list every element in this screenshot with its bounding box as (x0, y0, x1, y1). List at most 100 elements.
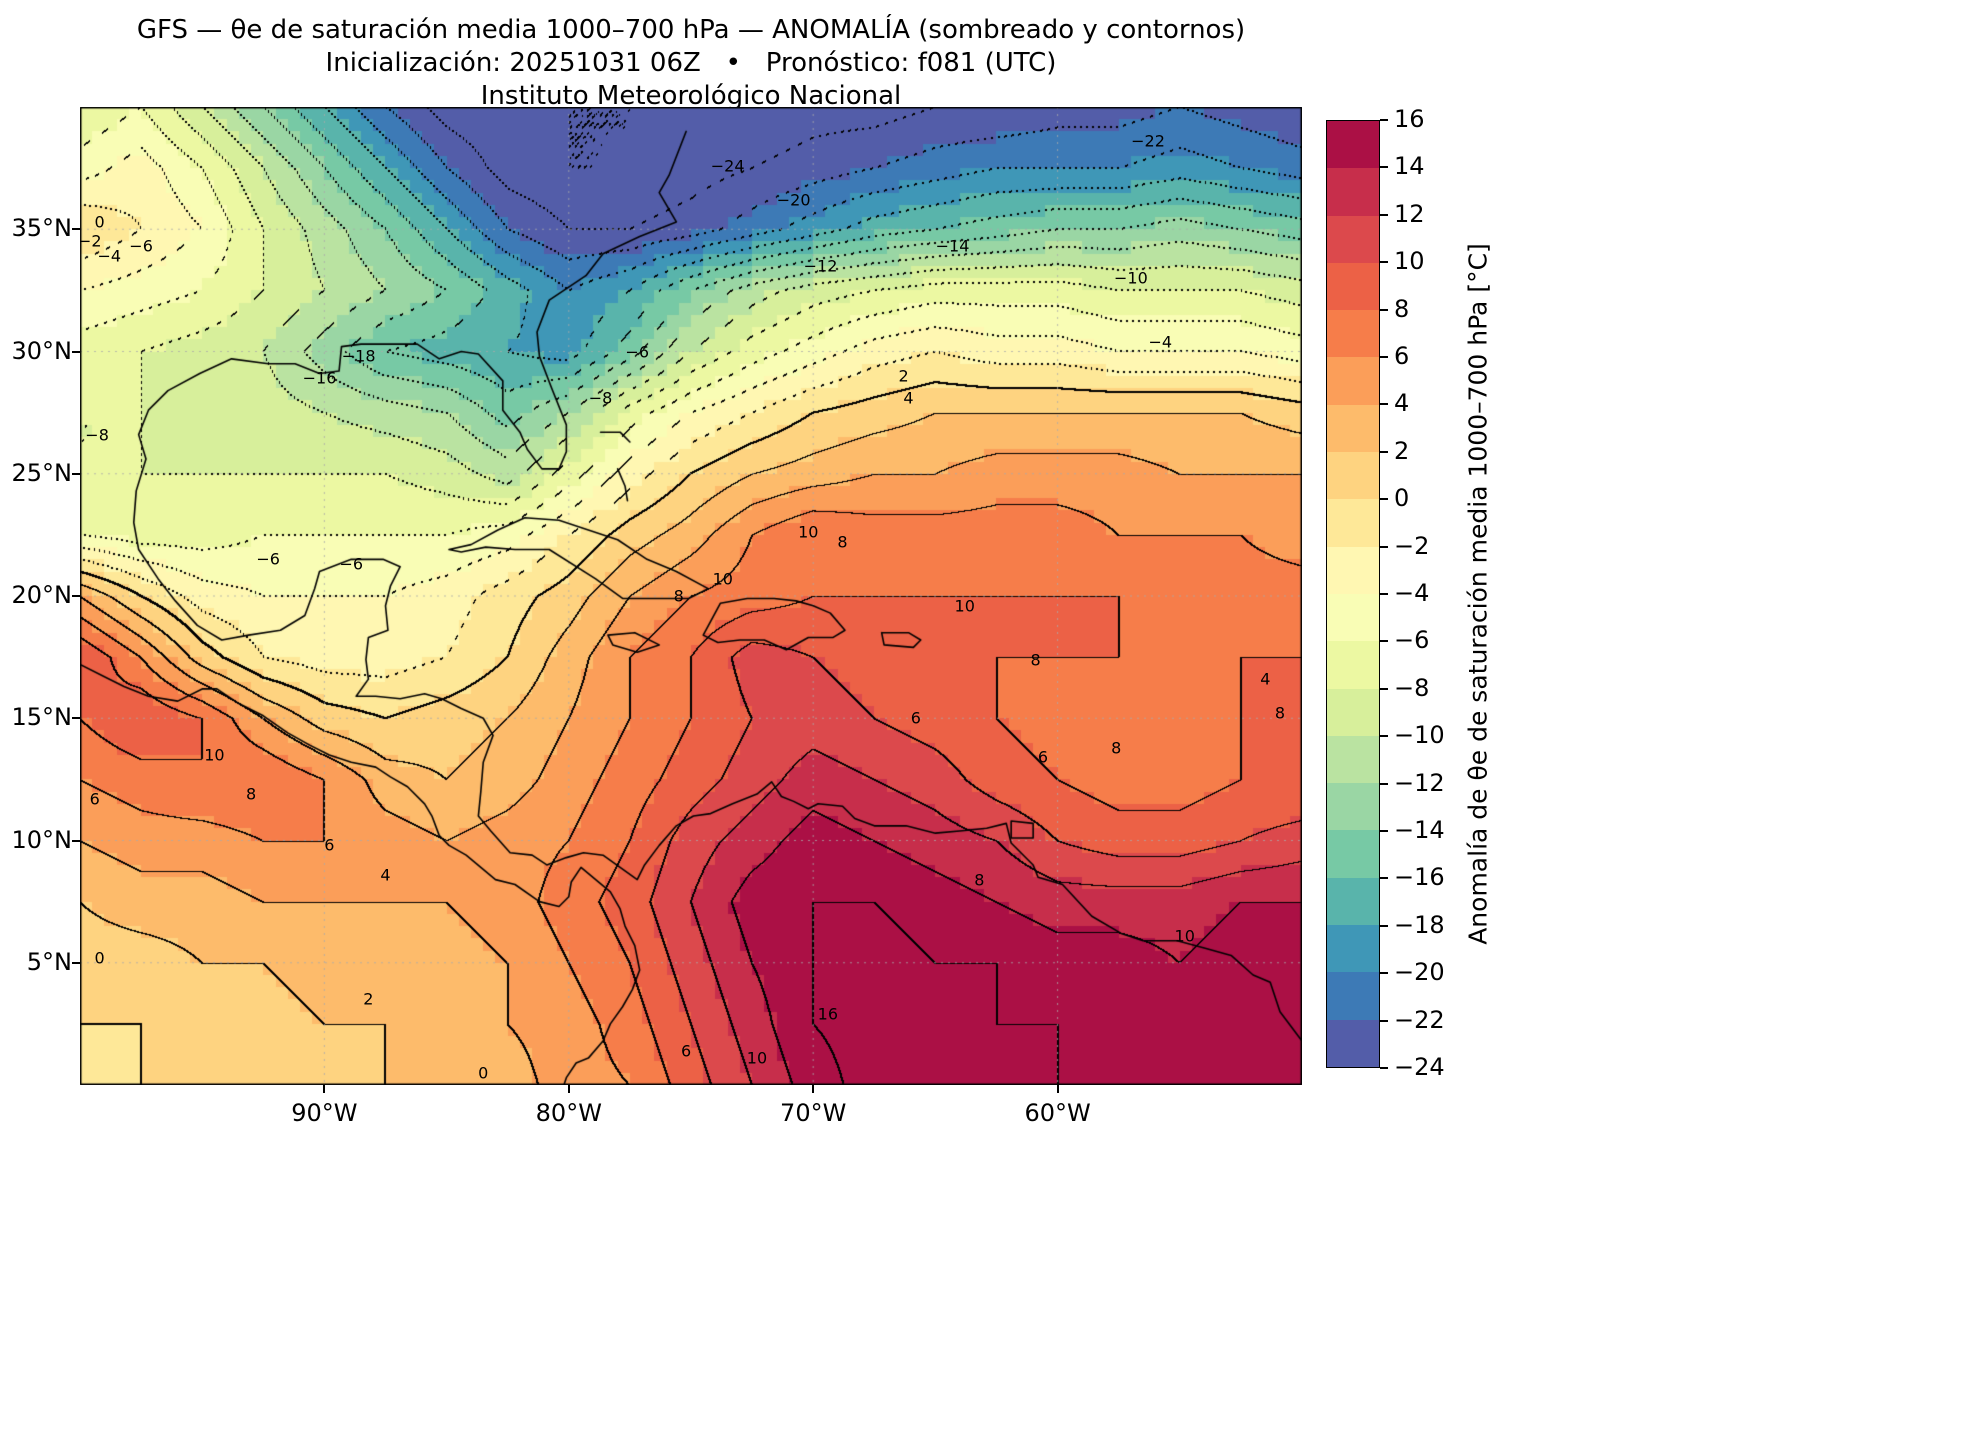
colorbar-segment (1327, 499, 1379, 547)
contour-label: 10 (1174, 926, 1195, 946)
contour-label: −2 (80, 231, 102, 251)
colorbar-tick-label: 6 (1394, 342, 1410, 370)
colorbar-tick-label: 8 (1394, 294, 1410, 323)
contour-label: 10 (954, 596, 975, 616)
chart-subtitle: Inicialización: 20251031 06Z • Pronóstic… (325, 48, 1057, 78)
colorbar-tick-label: −4 (1394, 579, 1430, 607)
colorbar-tick-label: −8 (1394, 673, 1430, 702)
x-tick-label: 90°W (291, 1099, 358, 1127)
contour-label: 10 (204, 745, 225, 765)
contour-label: 8 (673, 586, 684, 606)
y-tick-label: 30°N (11, 336, 73, 365)
colorbar-tick-label: −16 (1394, 863, 1445, 892)
contour-label: −8 (85, 425, 109, 445)
y-tickmark (72, 595, 80, 597)
colorbar-segment (1327, 688, 1379, 736)
colorbar-segment (1327, 641, 1379, 689)
colorbar-tick-label: −6 (1394, 626, 1430, 655)
map-plot-area: −24 −20 −22 −14 −12 −10 −4 −6 −8 −18 −16 −8 0 −2 −4 −6−… (80, 107, 1302, 1085)
contour-label: 6 (681, 1041, 692, 1061)
contour-label: 0 (94, 948, 105, 968)
colorbar-segment (1327, 783, 1379, 831)
contour-label: −14 (935, 236, 970, 256)
contour-label: 8 (1111, 738, 1122, 758)
colorbar-tickmark (1380, 1019, 1388, 1022)
colorbar-segment (1327, 735, 1379, 784)
figure-header: GFS — θe de saturación media 1000–700 hP… (80, 14, 1302, 113)
x-tickmark (567, 1085, 570, 1093)
y-tick-label: 20°N (11, 581, 73, 609)
colorbar-tickmark (1380, 1067, 1388, 1069)
y-tick-label: 5°N (26, 947, 72, 976)
contour-label: 6 (324, 835, 335, 855)
colorbar-tickmark (1380, 450, 1388, 453)
colorbar-tick-label: 2 (1394, 436, 1410, 465)
contour-label: 6 (910, 708, 921, 728)
colorbar-tick-label: 16 (1394, 105, 1425, 133)
contour-label: −4 (1148, 332, 1173, 352)
colorbar-tickmark (1380, 972, 1388, 975)
colorbar-tickmark (1380, 119, 1388, 121)
y-tickmark (72, 961, 80, 964)
colorbar-tick-label: −20 (1394, 958, 1445, 987)
contour-label: −12 (803, 256, 838, 276)
colorbar-tick-label: 14 (1394, 152, 1425, 181)
colorbar-segment (1327, 404, 1379, 453)
contour-label: 6 (89, 789, 100, 809)
y-tick-label: 15°N (11, 703, 73, 732)
colorbar-tickmark (1380, 687, 1388, 690)
colorbar-tickmark (1380, 213, 1388, 216)
contour-label: −16 (302, 368, 337, 388)
contour-label: −18 (341, 346, 376, 366)
colorbar-tick-label: −24 (1394, 1053, 1445, 1081)
colorbar-segment (1327, 1019, 1379, 1067)
colorbar-segment (1327, 452, 1379, 500)
colorbar-tickmark (1380, 403, 1388, 406)
contour-label: −4 (97, 246, 122, 266)
contour-label: 8 (245, 784, 257, 804)
colorbar-tick-label: −22 (1394, 1005, 1445, 1034)
contour-label: 10 (712, 569, 733, 589)
contour-label: 8 (974, 870, 985, 890)
colorbar-tickmark (1380, 498, 1388, 501)
colorbar-tick-label: 4 (1394, 389, 1410, 418)
colorbar-segment (1327, 593, 1379, 642)
colorbar-segment (1327, 168, 1379, 216)
colorbar-segment (1327, 357, 1379, 405)
colorbar-tick-label: −14 (1394, 816, 1445, 844)
colorbar-tick-label: −12 (1394, 768, 1445, 797)
colorbar-segment (1327, 877, 1379, 926)
contour-label: −8 (588, 388, 613, 408)
y-tickmark (72, 350, 80, 353)
x-tickmark (323, 1085, 326, 1093)
contour-label: −6 (129, 236, 153, 256)
colorbar-segment (1327, 972, 1379, 1020)
x-tick-label: 60°W (1024, 1099, 1091, 1127)
colorbar-label: Anomalía de θe de saturación media 1000–… (1463, 243, 1493, 945)
colorbar-segment (1327, 310, 1379, 358)
contour-label: 8 (1030, 650, 1041, 670)
colorbar-tickmark (1380, 545, 1388, 548)
colorbar-tickmark (1380, 640, 1388, 643)
contour-label: −24 (710, 156, 745, 176)
x-tickmark (1056, 1085, 1059, 1093)
colorbar-tickmark (1380, 877, 1388, 880)
y-tickmark (72, 717, 80, 720)
colorbar-tick-label: 12 (1394, 199, 1425, 228)
contour-label: −6 (625, 342, 650, 361)
contour-label: −22 (1131, 131, 1165, 151)
colorbar-tickmark (1380, 166, 1388, 169)
x-tick-label: 80°W (535, 1099, 602, 1127)
colorbar-tick-label: 0 (1394, 484, 1410, 513)
contour-label: 8 (837, 532, 848, 552)
y-tickmark (72, 839, 80, 842)
colorbar-tickmark (1380, 735, 1388, 738)
colorbar-tick-label: −2 (1394, 531, 1430, 560)
colorbar-segment (1327, 546, 1379, 594)
contour-label: 4 (380, 865, 391, 885)
contour-label: 0 (478, 1063, 489, 1083)
colorbar-tickmark (1380, 261, 1388, 264)
x-tickmark (812, 1085, 815, 1093)
y-tickmark (72, 472, 80, 475)
contour-label: 6 (1037, 747, 1049, 767)
